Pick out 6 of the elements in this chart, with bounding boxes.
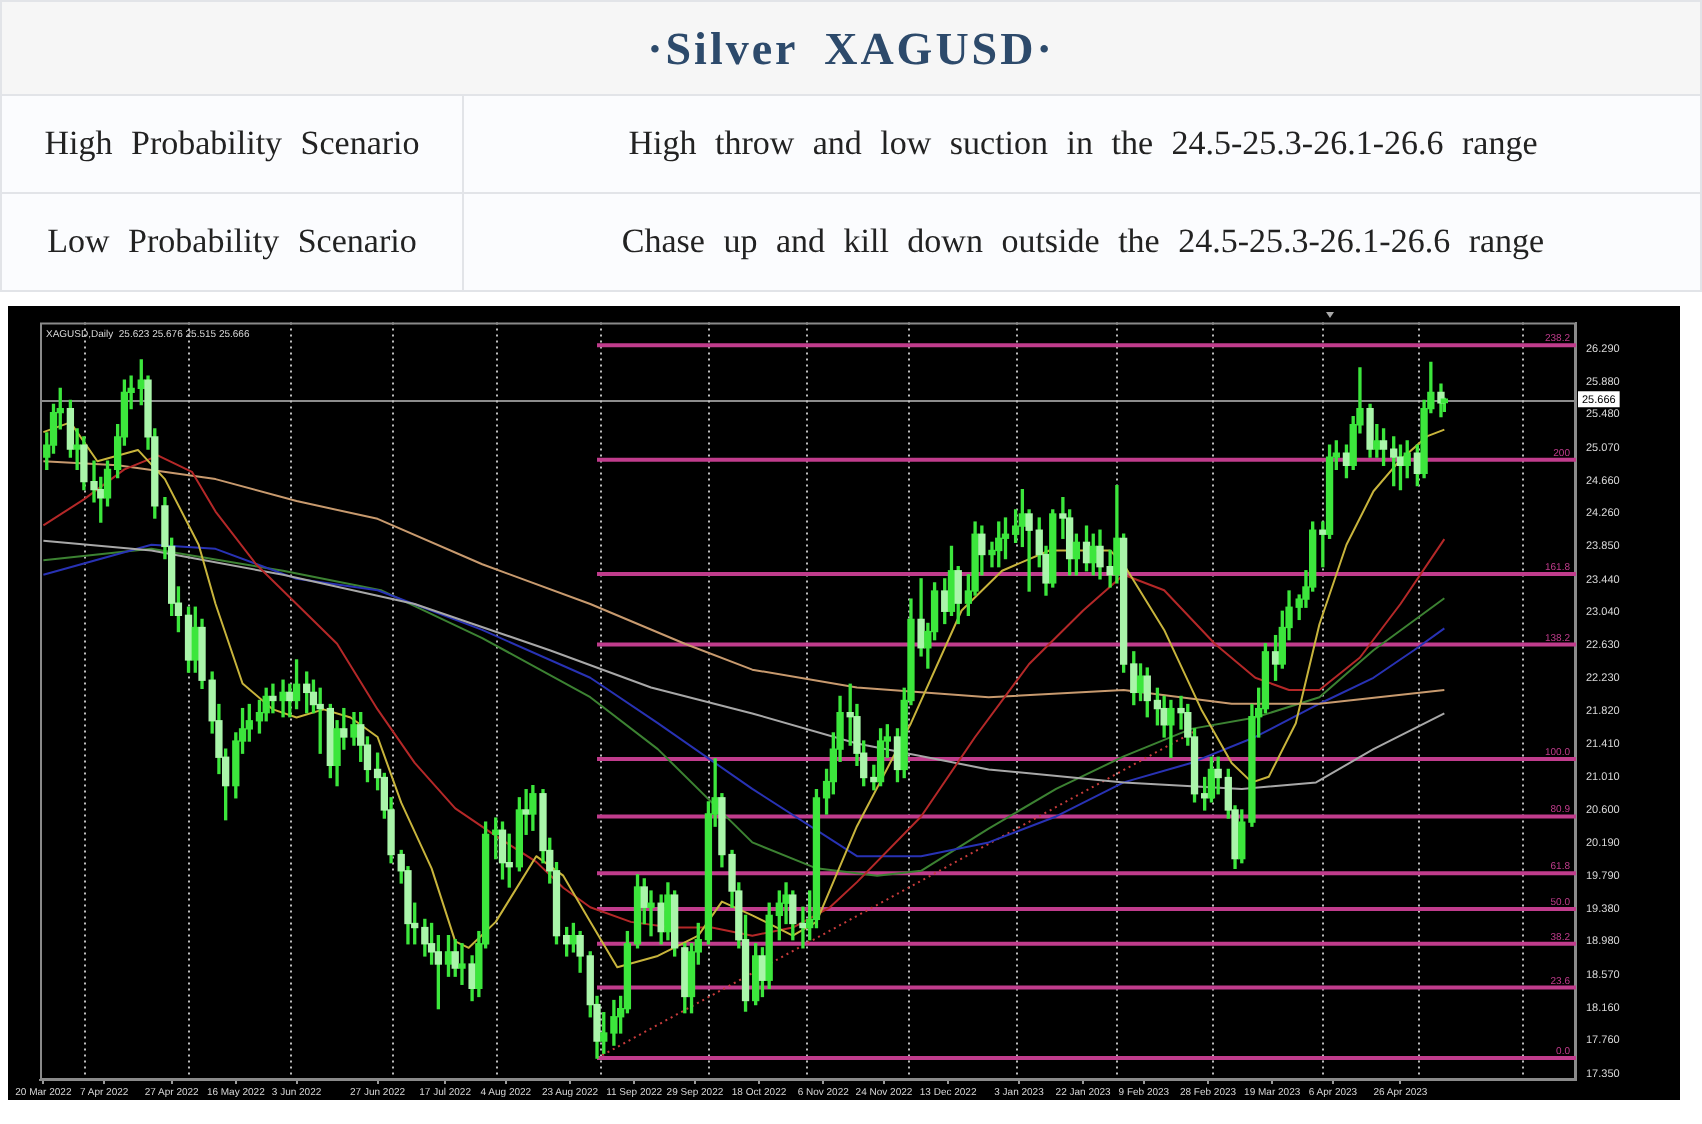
chart-title: ·Silver XAGUSD· bbox=[647, 23, 1055, 75]
text: High throw and low suction in the 24.5-25.3-26.1-26.6 range bbox=[462, 96, 1702, 192]
text: Low Probability Scenario bbox=[45, 220, 419, 264]
text: Chase up and kill down outside the 24.5-25.3-26.1-26.6 range bbox=[462, 194, 1702, 290]
candlestick bbox=[458, 943, 466, 985]
text: High Probability Scenario bbox=[42, 122, 422, 166]
